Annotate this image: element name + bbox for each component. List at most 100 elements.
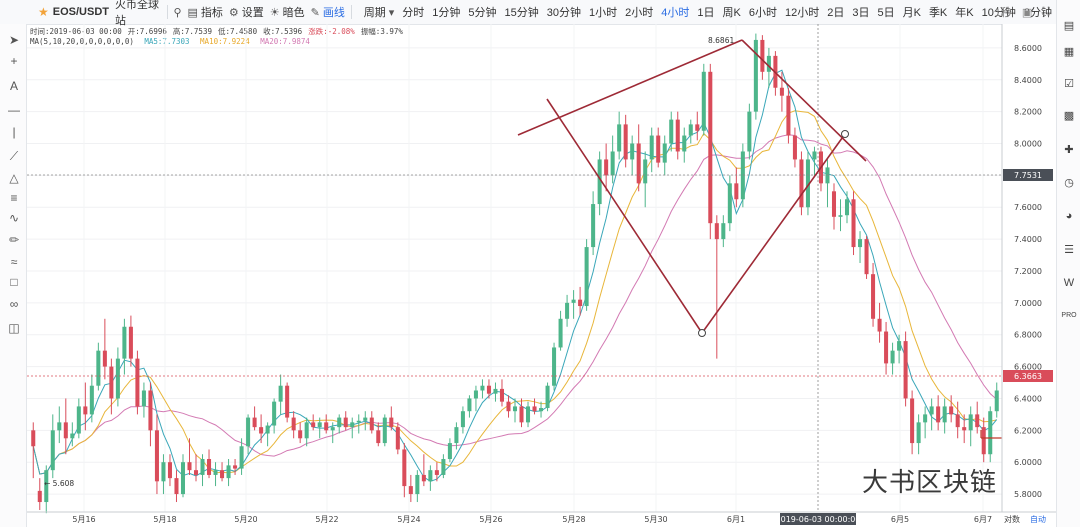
period-11[interactable]: 12小时 (784, 7, 820, 19)
period-5[interactable]: 1小时 (589, 7, 618, 19)
brush-icon[interactable]: ≈ (10, 255, 18, 269)
trend-line-lower-right[interactable] (701, 133, 846, 334)
candle-body (180, 462, 186, 495)
ruler-icon[interactable]: ✏ (8, 233, 20, 247)
y-tick-label: 8.0000 (1014, 140, 1042, 149)
clock-icon[interactable]: ◷ (1064, 177, 1074, 189)
grid-icon[interactable]: ▦ (1063, 46, 1075, 58)
period-14[interactable]: 5日 (877, 7, 895, 19)
candle-body (558, 318, 563, 348)
candle (975, 401, 980, 434)
ohlc-info: 时间:2019-06-03 00:00 开:7.6996 高:7.7539 低:7.4… (30, 26, 409, 37)
fullscreen-icon[interactable]: ⛶ (1042, 5, 1050, 18)
draw-button[interactable]: ✎ 画线 (310, 6, 345, 20)
indicators-button[interactable]: ▤ 指标 (187, 6, 223, 20)
candle (37, 478, 42, 510)
candle (558, 310, 563, 351)
trend-line-upper-left[interactable] (517, 39, 743, 136)
ohlc-field-1: 开:7.6996 (127, 27, 167, 36)
period-8[interactable]: 1日 (697, 7, 715, 19)
candle (545, 382, 550, 412)
anchor-point-low[interactable] (698, 329, 706, 337)
period-7[interactable]: 4小时 (661, 7, 690, 19)
candle-body (272, 401, 277, 426)
compass-icon[interactable]: ◕ (1065, 210, 1073, 222)
anchor-point-right[interactable] (841, 130, 849, 138)
triangle-icon[interactable]: △ (9, 171, 19, 185)
candle-body (330, 427, 335, 431)
candle (389, 406, 394, 431)
period-1[interactable]: 1分钟 (432, 7, 461, 19)
candle (532, 398, 537, 415)
layout-icon[interactable]: ▤ (1063, 20, 1075, 32)
settings-button[interactable]: ⚙ 设置 (228, 6, 264, 20)
candle-body (578, 299, 583, 307)
period-12[interactable]: 2日 (827, 7, 845, 19)
period-2[interactable]: 5分钟 (468, 7, 497, 19)
candle-body (864, 239, 869, 275)
text-icon[interactable]: A (9, 79, 18, 93)
log-scale-toggle[interactable]: 对数 (1004, 514, 1020, 524)
candle (955, 401, 960, 439)
candle (343, 411, 348, 431)
period-15[interactable]: 月K (902, 7, 921, 19)
cursor-icon[interactable]: ➤ (8, 33, 20, 47)
y-tick-label: 7.0000 (1014, 299, 1042, 308)
candle-body (493, 388, 498, 394)
candlestick-chart[interactable]: 8.60008.40008.20008.00007.80007.60007.40… (0, 0, 1056, 527)
vertical-line-icon[interactable]: | (12, 125, 16, 139)
candle (291, 411, 296, 439)
period-19[interactable]: 3分钟 (1023, 7, 1052, 19)
period-16[interactable]: 季K (928, 7, 948, 19)
period-dropdown[interactable]: 周期 ▾ (363, 6, 395, 20)
search-icon[interactable]: ⚲ (173, 6, 182, 19)
candle (408, 474, 413, 503)
wave-icon[interactable]: ∿ (8, 211, 20, 225)
x-tick-label: 5月28 (562, 515, 585, 524)
lock-icon[interactable]: □ (10, 275, 18, 289)
candle-body (753, 39, 758, 112)
candle (760, 35, 765, 80)
add-icon[interactable]: ✚ (1064, 144, 1074, 156)
candle (480, 379, 485, 399)
trend-line-lower-left[interactable] (546, 98, 703, 334)
candle-body (591, 204, 596, 248)
period-17[interactable]: 年K (955, 7, 974, 19)
candle (701, 63, 706, 136)
channel-icon[interactable]: ≡ (10, 191, 18, 205)
bar-chart-icon[interactable]: ▩ (1063, 110, 1075, 122)
pro-icon[interactable]: PRO (1061, 312, 1077, 319)
period-0[interactable]: 分时 (402, 7, 425, 19)
candle-body (701, 71, 706, 131)
crosshair-icon[interactable]: + (10, 54, 18, 68)
auto-scale-toggle[interactable]: 自动 (1030, 514, 1046, 524)
candle (272, 398, 277, 434)
horizontal-line-icon[interactable]: — (8, 103, 20, 117)
period-4[interactable]: 30分钟 (546, 7, 581, 19)
period-6[interactable]: 2小时 (625, 7, 654, 19)
period-10[interactable]: 6小时 (748, 7, 777, 19)
theme-button[interactable]: ☀ 暗色 (269, 6, 305, 20)
candle-body (962, 427, 967, 431)
period-9[interactable]: 周K (722, 7, 741, 19)
candle (167, 454, 172, 487)
trend-line-upper-right[interactable] (741, 39, 867, 162)
checklist-icon[interactable]: ☑ (1064, 78, 1074, 90)
candle (141, 382, 146, 418)
magnet-icon[interactable]: ∞ (9, 297, 19, 311)
period-13[interactable]: 3日 (852, 7, 870, 19)
refresh-interval[interactable]: 1秒 (994, 7, 1012, 19)
period-3[interactable]: 15分钟 (504, 7, 539, 19)
period-18[interactable]: 10分钟 (981, 7, 1016, 19)
wechat-icon[interactable]: W (1063, 277, 1075, 289)
trend-line-icon[interactable]: ⟋ (9, 149, 19, 163)
candle-body (343, 417, 348, 428)
trash-icon[interactable]: ◫ (8, 321, 20, 335)
candle (831, 183, 837, 230)
candle-body (135, 358, 140, 407)
camera-icon[interactable]: ▣ (1021, 6, 1033, 19)
ohlc-field-5: 涨跌:-2.08% (308, 27, 355, 36)
candle (519, 398, 524, 428)
notes-icon[interactable]: ☰ (1064, 244, 1074, 256)
favorite-star-icon[interactable]: ★ (38, 5, 49, 19)
